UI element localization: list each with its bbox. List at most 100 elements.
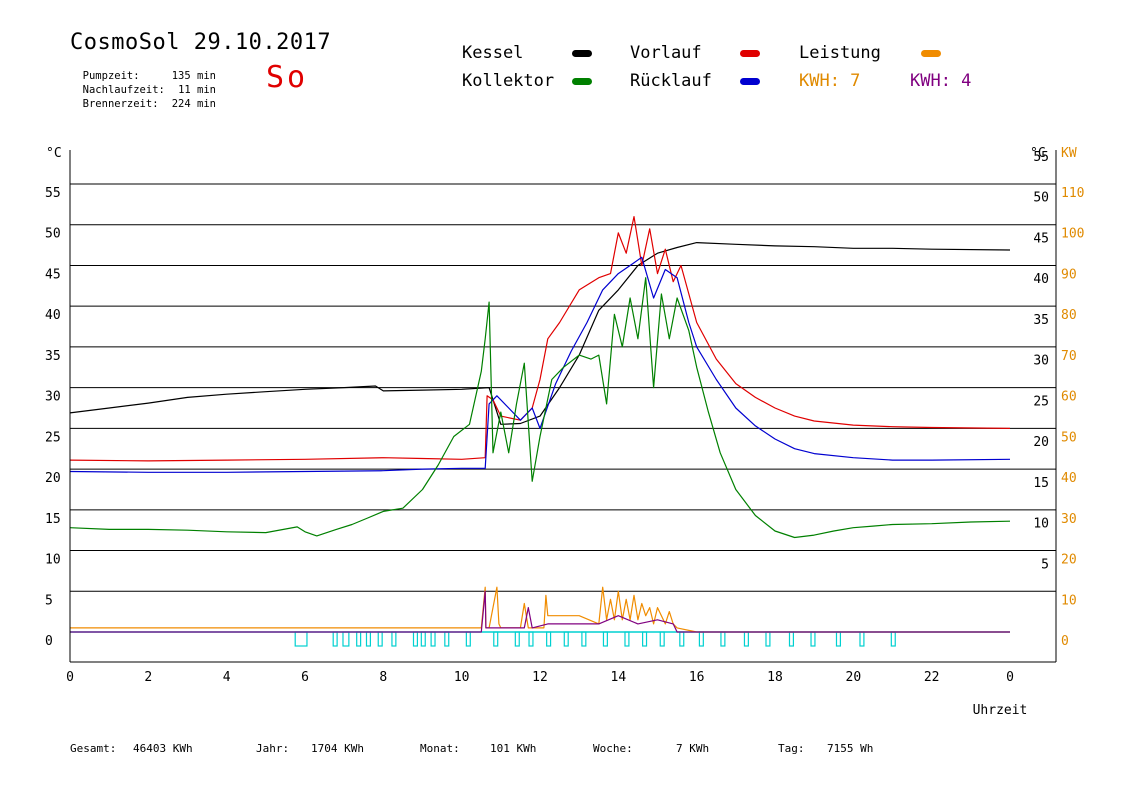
legend-leistung-label: Leistung <box>799 43 881 63</box>
pump-interval-marker <box>720 631 726 647</box>
pump-interval-marker <box>563 631 569 647</box>
pump-interval-marker <box>765 631 771 647</box>
pump-interval-marker <box>332 631 338 647</box>
y-tick-label-left: 35 <box>45 349 61 364</box>
legend-kwh-secondary: KWH: 4 <box>910 71 972 91</box>
pump-interval-marker <box>420 631 426 647</box>
y-tick-label-left: 40 <box>45 308 61 323</box>
pump-interval-marker <box>377 631 383 647</box>
y-tick-label-right-c: 50 <box>1033 191 1049 206</box>
y-tick-label-right-kw: 80 <box>1061 308 1077 323</box>
page-title: CosmoSol 29.10.2017 <box>70 30 332 55</box>
pump-interval-marker <box>835 631 842 647</box>
footer-tag-value: 7155 Wh <box>827 742 874 755</box>
footer-jahr-value: 1704 KWh <box>311 742 364 755</box>
y-tick-label-right-kw: 90 <box>1061 267 1077 282</box>
y-axis-unit-left: °C <box>46 146 62 161</box>
y-axis-unit-right-kw: KW <box>1061 146 1077 161</box>
footer-gesamt-label: Gesamt: <box>70 742 117 755</box>
footer-monat-label: Monat: <box>420 742 460 755</box>
pump-interval-marker <box>430 631 436 647</box>
x-tick-label: 20 <box>846 670 862 685</box>
x-tick-label: 4 <box>223 670 231 685</box>
y-tick-label-right-c: 5 <box>1041 557 1049 572</box>
pump-interval-marker <box>581 631 587 647</box>
x-tick-label: 6 <box>301 670 309 685</box>
stat-label: Brennerzeit: <box>82 98 159 110</box>
pump-interval-marker <box>444 631 450 647</box>
y-tick-label-right-c: 20 <box>1033 435 1049 450</box>
y-tick-label-right-c: 35 <box>1033 313 1049 328</box>
pump-interval-marker <box>698 631 704 647</box>
y-tick-label-right-kw: 110 <box>1061 186 1084 201</box>
footer-monat-value: 101 KWh <box>490 742 537 755</box>
x-axis-label: Uhrzeit <box>973 703 1028 718</box>
footer-gesamt-value: 46403 KWh <box>133 742 193 755</box>
pump-interval-marker <box>493 631 499 647</box>
y-tick-label-right-c: 30 <box>1033 354 1049 369</box>
series-line-vorlauf <box>69 216 1011 462</box>
y-tick-label-left: 0 <box>45 634 53 649</box>
y-tick-label-left: 30 <box>45 390 61 405</box>
x-tick-label: 10 <box>454 670 470 685</box>
y-tick-label-left: 5 <box>45 593 53 608</box>
legend-kessel-label: Kessel <box>462 43 524 63</box>
y-tick-label-right-kw: 20 <box>1061 553 1077 568</box>
y-axis-unit-right-c: °C <box>1030 146 1046 161</box>
stat-label: Pumpzeit: <box>82 70 140 82</box>
y-tick-label-left: 50 <box>45 227 61 242</box>
x-tick-label: 18 <box>767 670 783 685</box>
stat-row-nachlaufzeit: Nachlaufzeit: 11 min <box>70 72 216 96</box>
y-tick-label-right-kw: 100 <box>1061 227 1084 242</box>
legend-ruecklauf-swatch <box>740 78 760 85</box>
footer-jahr-label: Jahr: <box>256 742 290 755</box>
y-tick-label-right-kw: 0 <box>1061 634 1069 649</box>
y-tick-label-right-c: 55 <box>1033 150 1049 165</box>
pump-interval-marker <box>294 631 308 647</box>
y-tick-label-right-c: 10 <box>1033 517 1049 532</box>
series-line-kessel <box>69 242 1011 425</box>
pump-interval-marker <box>642 631 648 647</box>
x-tick-label: 12 <box>532 670 548 685</box>
stat-row-brennerzeit: Brennerzeit: 224 min <box>70 86 216 110</box>
series-line-leistung <box>70 586 1010 633</box>
x-tick-label: 16 <box>689 670 705 685</box>
x-tick-label: 2 <box>144 670 152 685</box>
x-tick-label: 14 <box>611 670 627 685</box>
pump-interval-marker <box>624 631 630 647</box>
y-tick-label-left: 45 <box>45 267 61 282</box>
legend-kessel-swatch <box>572 50 592 57</box>
pump-interval-marker <box>859 631 865 647</box>
y-tick-label-right-c: 25 <box>1033 394 1049 409</box>
pump-interval-marker <box>356 631 362 647</box>
y-tick-label-right-kw: 40 <box>1061 471 1077 486</box>
series-line-ruecklauf <box>69 256 1011 473</box>
pump-interval-marker <box>546 631 552 647</box>
y-tick-label-right-kw: 10 <box>1061 593 1077 608</box>
series-line-kollektor <box>69 277 1011 539</box>
pump-interval-marker <box>528 631 534 647</box>
y-tick-label-right-kw: 30 <box>1061 512 1077 527</box>
pump-interval-marker <box>659 631 665 647</box>
stat-label: Nachlaufzeit: <box>82 84 165 96</box>
legend-vorlauf-label: Vorlauf <box>630 43 702 63</box>
pump-interval-marker <box>514 631 520 647</box>
y-tick-label-left: 10 <box>45 553 61 568</box>
x-tick-label: 22 <box>924 670 940 685</box>
legend-kwh-total: KWH: 7 <box>799 71 861 91</box>
legend-kollektor-label: Kollektor <box>462 71 555 91</box>
y-tick-label-left: 25 <box>45 430 61 445</box>
y-tick-label-left: 15 <box>45 512 61 527</box>
legend-ruecklauf-label: Rücklauf <box>630 71 712 91</box>
pump-interval-marker <box>890 631 896 647</box>
series-line-kwh2 <box>70 590 1010 633</box>
y-tick-label-right-kw: 70 <box>1061 349 1077 364</box>
legend-leistung-swatch <box>921 50 941 57</box>
y-tick-label-left: 55 <box>45 186 61 201</box>
stat-value: 135 min <box>171 70 216 82</box>
footer-tag-label: Tag: <box>778 742 805 755</box>
pump-interval-marker <box>365 631 372 647</box>
x-tick-label: 0 <box>66 670 74 685</box>
stat-value: 11 min <box>178 84 216 96</box>
